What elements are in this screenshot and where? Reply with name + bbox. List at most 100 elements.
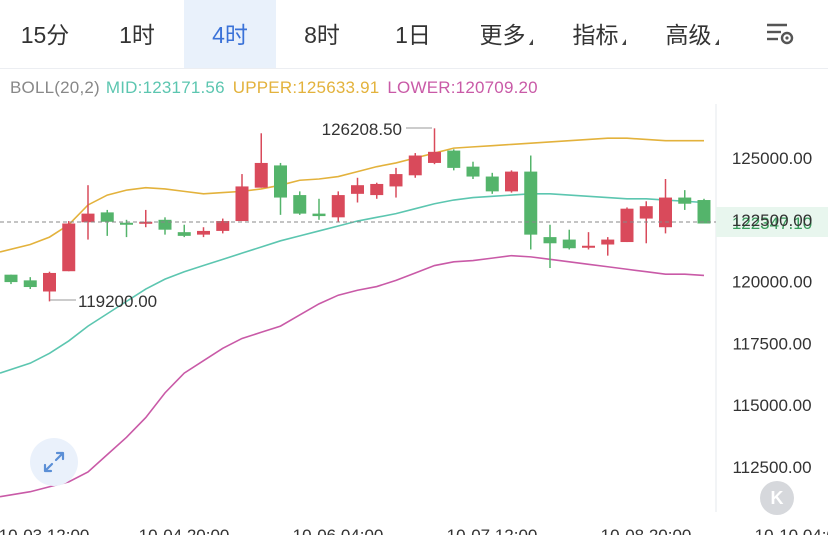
- boll-mid: MID:123171.56: [105, 78, 225, 97]
- tab-indicators[interactable]: 指标: [554, 0, 644, 68]
- y-tick-label: 112500.00: [732, 458, 811, 477]
- expand-arrows-icon: [43, 451, 65, 473]
- expand-button[interactable]: [30, 438, 78, 486]
- candle-body: [582, 245, 595, 248]
- y-tick-label: 125000.00: [732, 149, 812, 168]
- candle-body: [62, 223, 76, 272]
- candle: [254, 133, 268, 188]
- candle-body: [331, 195, 345, 218]
- candle: [620, 207, 634, 243]
- candle: [312, 198, 326, 220]
- high-marker-label: 126208.50: [322, 120, 402, 139]
- current-price-box: [716, 207, 828, 237]
- candle: [697, 198, 711, 224]
- y-tick-label: 122500.00: [732, 211, 812, 230]
- candle-body: [293, 195, 307, 214]
- tab-1h[interactable]: 1时: [119, 22, 155, 48]
- candle: [466, 161, 480, 180]
- candle-body: [466, 166, 480, 177]
- y-tick-label: 117500.00: [732, 334, 811, 353]
- candle-body: [485, 176, 499, 192]
- candle: [389, 167, 403, 198]
- chart-settings-icon[interactable]: [760, 18, 800, 50]
- candle: [601, 237, 615, 256]
- y-tick-label: 120000.00: [732, 273, 812, 292]
- candle-body: [139, 221, 153, 224]
- candle-body: [23, 280, 37, 288]
- candle: [216, 218, 230, 234]
- x-tick-label: 10-08 20:00: [601, 526, 692, 535]
- x-tick-label: 10-03 12:00: [0, 526, 89, 535]
- candle: [408, 153, 422, 178]
- candle-body: [351, 185, 364, 194]
- x-tick-label: 10-04 20:00: [139, 526, 230, 535]
- k-logo-button[interactable]: K: [760, 481, 794, 515]
- candle: [23, 277, 37, 290]
- x-tick-label: 10-07 12:00: [447, 526, 538, 535]
- candle-body: [659, 197, 672, 228]
- current-price-label: 122347.10: [732, 214, 812, 233]
- candle: [43, 271, 56, 302]
- candle: [197, 227, 210, 238]
- tab-4h[interactable]: 4时: [184, 0, 276, 68]
- boll-mid-line: [0, 193, 705, 374]
- candle: [562, 229, 576, 250]
- candle: [81, 185, 95, 240]
- candle-body: [370, 183, 384, 196]
- low-marker-label: 119200.00: [78, 292, 157, 311]
- candle-body: [524, 171, 538, 235]
- dropdown-caret-icon: [714, 39, 719, 45]
- candle-body: [312, 213, 326, 217]
- candle-body: [428, 151, 441, 163]
- tab-15min[interactable]: 15分: [20, 22, 70, 48]
- dropdown-caret-icon: [528, 39, 533, 45]
- boll-name: BOLL(20,2): [10, 78, 100, 97]
- candle-body: [543, 237, 557, 244]
- candle: [4, 274, 18, 285]
- candle: [485, 172, 499, 194]
- candle-body: [254, 162, 268, 188]
- candle-body: [562, 239, 576, 249]
- candle: [505, 170, 518, 193]
- candle-body: [158, 219, 172, 230]
- candle: [678, 190, 692, 210]
- candle: [543, 224, 557, 269]
- candle: [62, 221, 76, 272]
- candle-body: [235, 186, 249, 222]
- candle: [370, 182, 384, 199]
- candle-body: [4, 274, 18, 283]
- x-tick-label: 10-06 04:00: [293, 526, 384, 535]
- tab-more[interactable]: 更多: [458, 0, 554, 68]
- boll-lower-line: [0, 254, 705, 498]
- candle-body: [505, 171, 518, 192]
- timeframe-tabbar: 15分 1时 4时 8时 1日 更多 指标 高级: [0, 0, 828, 69]
- bollinger-bands: [0, 137, 705, 498]
- candle-body: [620, 208, 634, 243]
- candle-body: [274, 165, 287, 198]
- tab-advanced[interactable]: 高级: [644, 0, 740, 68]
- boll-legend: BOLL(20,2) MID:123171.56 UPPER:125633.91 LO…: [10, 78, 546, 98]
- candle: [158, 217, 172, 235]
- candle-body: [216, 221, 230, 231]
- candle-body: [447, 150, 461, 168]
- boll-upper: UPPER:125633.91: [232, 78, 380, 97]
- candle-body: [389, 174, 403, 187]
- candle-body: [120, 222, 133, 225]
- y-tick-label: 115000.00: [732, 396, 811, 415]
- candle-body: [43, 272, 56, 292]
- price-axis: 125000.00 122500.00 120000.00 117500.00 1150…: [732, 149, 812, 477]
- candle-body: [81, 213, 95, 223]
- x-tick-label: 10-10 04:00: [755, 526, 828, 535]
- tab-8h[interactable]: 8时: [304, 22, 340, 48]
- candle: [447, 149, 461, 171]
- candle-body: [408, 155, 422, 176]
- boll-lower: LOWER:120709.20: [387, 78, 538, 97]
- time-axis: 10-03 12:00 10-04 20:00 10-06 04:00 10-07 1…: [0, 526, 828, 535]
- candle: [139, 209, 153, 228]
- candle: [235, 174, 249, 222]
- candle: [293, 191, 307, 215]
- tab-1d[interactable]: 1日: [395, 22, 431, 48]
- candle-body: [601, 239, 615, 245]
- candle-body: [197, 230, 210, 235]
